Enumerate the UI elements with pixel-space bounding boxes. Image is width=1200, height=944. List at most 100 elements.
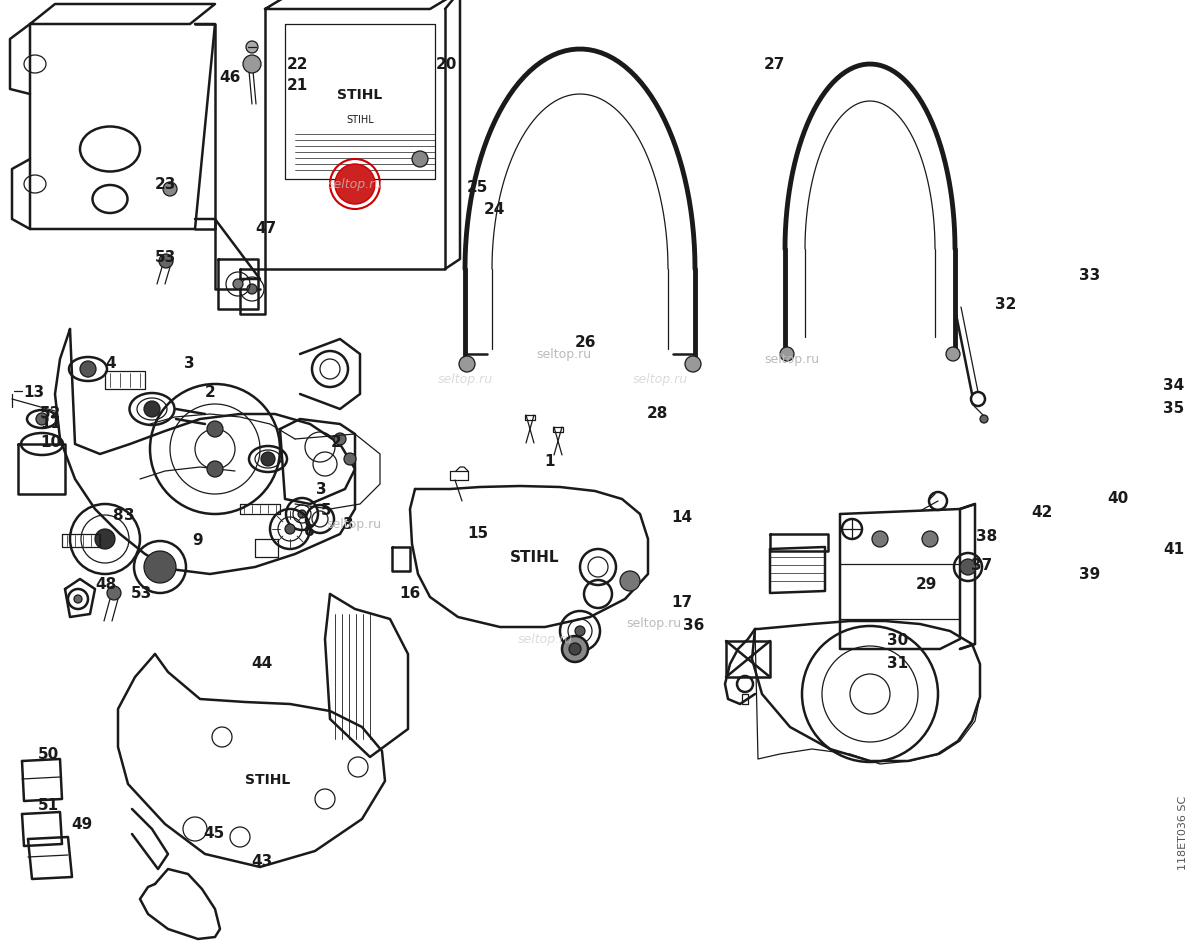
Circle shape: [685, 357, 701, 373]
Text: seltop.ru: seltop.ru: [438, 373, 492, 386]
Text: 22: 22: [287, 57, 308, 72]
Circle shape: [95, 530, 115, 549]
Text: seltop.ru: seltop.ru: [328, 178, 383, 192]
Circle shape: [620, 571, 640, 591]
Text: 41: 41: [1163, 542, 1184, 557]
Text: seltop.ru: seltop.ru: [764, 352, 820, 365]
Text: 13: 13: [23, 384, 44, 399]
Circle shape: [575, 626, 586, 636]
Text: 48: 48: [95, 576, 116, 591]
Text: 6: 6: [305, 523, 314, 538]
Text: 20: 20: [436, 57, 457, 72]
Text: 14: 14: [671, 510, 692, 525]
Text: STIHL: STIHL: [337, 88, 383, 102]
Text: 3: 3: [343, 516, 353, 531]
Circle shape: [960, 560, 976, 576]
Text: seltop.ru: seltop.ru: [326, 517, 382, 531]
Text: 26: 26: [575, 334, 596, 349]
Circle shape: [246, 42, 258, 54]
Circle shape: [780, 347, 794, 362]
Circle shape: [298, 511, 306, 518]
Text: 29: 29: [916, 576, 937, 591]
Text: 3: 3: [185, 356, 194, 371]
Text: 35: 35: [1163, 400, 1184, 415]
Text: STIHL: STIHL: [245, 772, 290, 786]
Circle shape: [344, 453, 356, 465]
Text: 34: 34: [1163, 378, 1184, 393]
Text: 37: 37: [971, 557, 992, 572]
Circle shape: [247, 285, 257, 295]
Circle shape: [286, 525, 295, 534]
Text: 45: 45: [203, 825, 224, 840]
Text: 3: 3: [125, 507, 134, 522]
Text: 33: 33: [1079, 268, 1100, 283]
Text: 53: 53: [131, 585, 152, 600]
Text: 10: 10: [40, 434, 61, 449]
Text: 8: 8: [113, 507, 122, 522]
Text: STIHL: STIHL: [510, 550, 559, 565]
Circle shape: [208, 462, 223, 478]
Text: 50: 50: [37, 746, 59, 761]
Text: 24: 24: [484, 202, 505, 217]
Text: 5: 5: [322, 502, 331, 517]
Circle shape: [262, 452, 275, 466]
Text: 9: 9: [193, 532, 203, 548]
Circle shape: [80, 362, 96, 378]
Text: 31: 31: [887, 655, 908, 670]
Text: seltop.ru: seltop.ru: [626, 616, 682, 630]
Circle shape: [144, 551, 176, 583]
Text: 32: 32: [995, 296, 1016, 312]
Text: 42: 42: [1031, 504, 1052, 519]
Text: 53: 53: [155, 249, 176, 264]
Text: 27: 27: [763, 57, 785, 72]
Text: seltop.ru: seltop.ru: [632, 373, 688, 386]
Circle shape: [107, 586, 121, 600]
Circle shape: [980, 415, 988, 424]
Text: 118ET036 SC: 118ET036 SC: [1178, 795, 1188, 869]
Circle shape: [144, 401, 160, 417]
Text: 23: 23: [155, 177, 176, 192]
Text: 17: 17: [671, 595, 692, 610]
Text: 40: 40: [1108, 491, 1129, 506]
Text: 49: 49: [71, 816, 92, 831]
Text: 16: 16: [400, 585, 421, 600]
Text: 2: 2: [205, 384, 215, 399]
Circle shape: [242, 56, 262, 74]
Text: 15: 15: [467, 526, 488, 541]
Circle shape: [458, 357, 475, 373]
Text: 21: 21: [287, 77, 308, 93]
Circle shape: [74, 596, 82, 603]
Text: seltop.ru: seltop.ru: [517, 632, 572, 646]
Text: 39: 39: [1079, 566, 1100, 582]
Circle shape: [158, 255, 173, 269]
Text: 28: 28: [647, 406, 668, 421]
Circle shape: [412, 152, 428, 168]
Text: 1: 1: [545, 453, 554, 468]
Circle shape: [562, 636, 588, 663]
Circle shape: [946, 347, 960, 362]
Circle shape: [872, 531, 888, 548]
Text: STIHL: STIHL: [346, 115, 374, 125]
Text: 25: 25: [467, 179, 488, 194]
Circle shape: [334, 433, 346, 446]
Circle shape: [335, 165, 374, 205]
Text: seltop.ru: seltop.ru: [536, 347, 592, 361]
Text: 4: 4: [106, 356, 115, 371]
Text: 51: 51: [37, 797, 59, 812]
Text: 52: 52: [40, 406, 61, 421]
Circle shape: [36, 413, 48, 426]
Text: 30: 30: [887, 632, 908, 648]
Circle shape: [163, 183, 178, 196]
Text: 43: 43: [251, 853, 272, 868]
Text: 36: 36: [683, 617, 704, 632]
Circle shape: [569, 643, 581, 655]
Text: 38: 38: [976, 529, 997, 544]
Circle shape: [922, 531, 938, 548]
Text: 47: 47: [256, 221, 277, 236]
Circle shape: [233, 279, 242, 290]
Circle shape: [208, 422, 223, 437]
Text: 2: 2: [331, 434, 341, 449]
Text: 3: 3: [317, 481, 326, 497]
Text: 46: 46: [220, 70, 241, 85]
Text: 11: 11: [40, 415, 61, 430]
